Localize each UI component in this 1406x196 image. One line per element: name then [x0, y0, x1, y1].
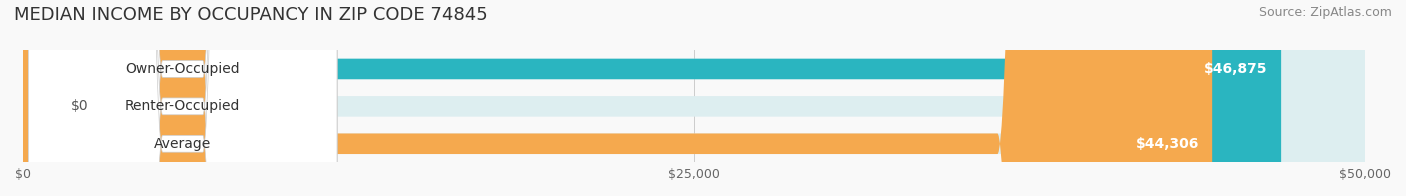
Text: Owner-Occupied: Owner-Occupied — [125, 62, 240, 76]
FancyBboxPatch shape — [28, 0, 337, 196]
Text: $0: $0 — [72, 99, 89, 113]
FancyBboxPatch shape — [22, 0, 1212, 196]
Text: $44,306: $44,306 — [1136, 137, 1199, 151]
FancyBboxPatch shape — [28, 0, 337, 196]
FancyBboxPatch shape — [0, 0, 104, 196]
Text: Average: Average — [155, 137, 211, 151]
Text: $46,875: $46,875 — [1204, 62, 1268, 76]
Text: Source: ZipAtlas.com: Source: ZipAtlas.com — [1258, 6, 1392, 19]
FancyBboxPatch shape — [22, 0, 1365, 196]
Text: Renter-Occupied: Renter-Occupied — [125, 99, 240, 113]
FancyBboxPatch shape — [28, 0, 337, 196]
FancyBboxPatch shape — [22, 0, 1281, 196]
FancyBboxPatch shape — [22, 0, 1365, 196]
Text: MEDIAN INCOME BY OCCUPANCY IN ZIP CODE 74845: MEDIAN INCOME BY OCCUPANCY IN ZIP CODE 7… — [14, 6, 488, 24]
FancyBboxPatch shape — [22, 0, 1365, 196]
